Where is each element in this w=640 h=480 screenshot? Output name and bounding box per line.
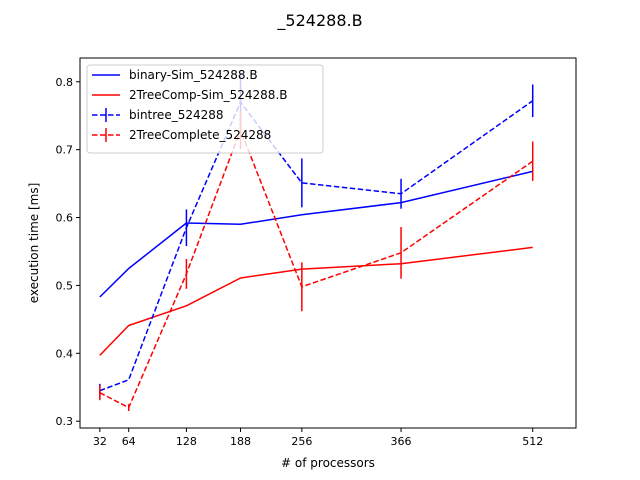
y-tick-label: 0.5: [56, 279, 74, 292]
x-tick-label: 64: [122, 435, 136, 448]
legend-entry: 2TreeComp-Sim_524288.B: [92, 88, 288, 102]
legend-label: 2TreeComp-Sim_524288.B: [129, 88, 288, 102]
x-axis: 32 64 128 188 256 366 512: [93, 428, 543, 448]
legend-label: binary-Sim_524288.B: [129, 68, 258, 82]
x-axis-label: # of processors: [281, 456, 375, 470]
y-tick-label: 0.7: [56, 144, 74, 157]
legend: binary-Sim_524288.B 2TreeComp-Sim_524288.…: [86, 64, 324, 154]
y-tick-label: 0.6: [56, 212, 74, 225]
y-tick-label: 0.4: [56, 347, 74, 360]
y-axis-label: execution time [ms]: [27, 183, 41, 304]
y-axis: 0.3 0.4 0.5 0.6 0.7 0.8: [56, 76, 80, 428]
x-tick-label: 32: [93, 435, 107, 448]
plot-frame: [79, 57, 577, 429]
x-tick-label: 512: [522, 435, 543, 448]
legend-entry: binary-Sim_524288.B: [92, 68, 258, 82]
x-tick-label: 128: [176, 435, 197, 448]
legend-box: [86, 64, 324, 154]
legend-label: bintree_524288: [129, 108, 224, 122]
legend-entry: 2TreeComplete_524288: [92, 128, 271, 142]
chart-title: _524288.B: [276, 11, 362, 31]
y-tick-label: 0.8: [56, 76, 74, 89]
y-tick-label: 0.3: [56, 415, 74, 428]
legend-label: 2TreeComplete_524288: [129, 128, 271, 142]
x-tick-label: 256: [291, 435, 312, 448]
legend-entry: bintree_524288: [92, 108, 224, 122]
x-tick-label: 188: [230, 435, 251, 448]
x-tick-label: 366: [391, 435, 412, 448]
